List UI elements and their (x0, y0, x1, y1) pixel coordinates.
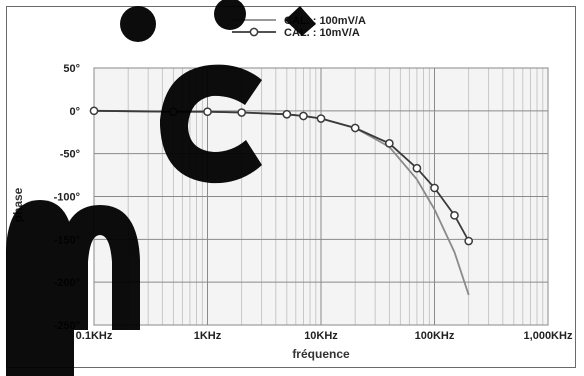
series-point (237, 108, 247, 117)
x-tick-label: 1,000KHz (524, 330, 573, 342)
series-point (384, 139, 394, 148)
legend-marker (249, 27, 259, 37)
series-point (89, 106, 99, 116)
y-tick-label: 0° (69, 106, 80, 118)
series-point (464, 236, 474, 246)
series-point (282, 109, 292, 119)
watermark-overlay (6, 0, 316, 376)
series-point (316, 114, 326, 123)
x-tick-label: 0.1KHz (76, 330, 113, 342)
y-tick-label: -100° (54, 192, 80, 204)
x-tick-label: 10KHz (304, 330, 338, 342)
series-point (430, 183, 439, 193)
series-layer (89, 106, 474, 296)
x-tick-label: 1KHz (194, 330, 222, 342)
series-point (412, 163, 422, 173)
x-axis-label: fréquence (292, 347, 350, 361)
series-point (299, 111, 308, 121)
x-tick-labels: 0.1KHz 1KHz 10KHz 100KHz 1,000KHz (76, 330, 573, 342)
y-tick-label: -50° (60, 149, 80, 161)
y-tick-label: 50° (63, 63, 80, 75)
x-tick-label: 100KHz (415, 330, 455, 342)
series-point (450, 210, 459, 220)
series-point (350, 123, 360, 133)
series-point (203, 107, 212, 117)
